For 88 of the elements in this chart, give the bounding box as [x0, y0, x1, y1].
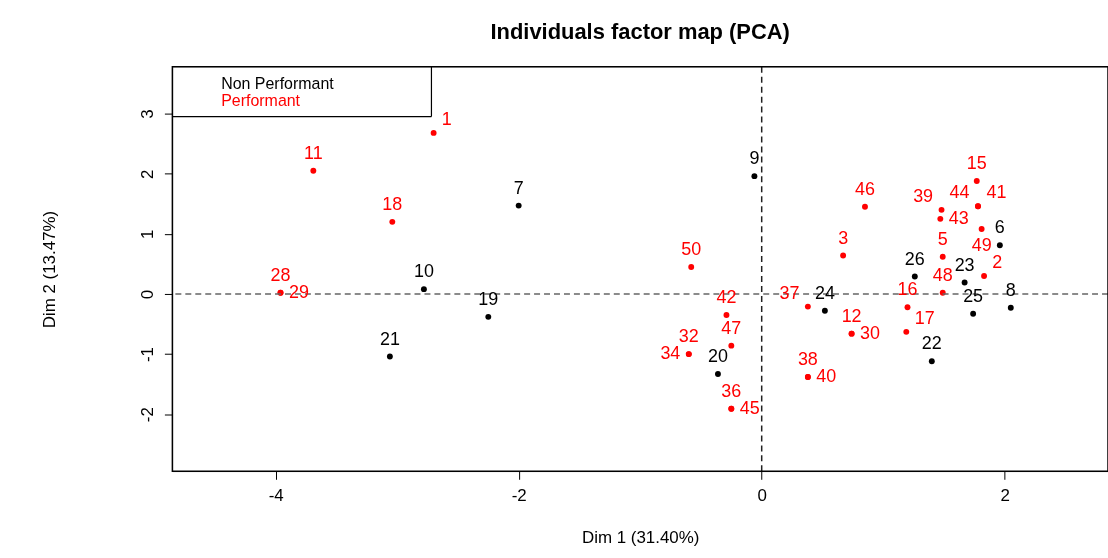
y-tick-label: -1 — [137, 347, 157, 363]
annotation: 38 — [797, 348, 818, 369]
point — [928, 358, 935, 365]
text: Non Performant — [221, 74, 335, 92]
point — [1007, 304, 1014, 311]
point — [310, 167, 317, 174]
point — [430, 129, 437, 136]
y-tick-label: -2 — [137, 407, 157, 423]
annotation: 36 — [721, 380, 742, 401]
point — [751, 173, 758, 180]
point — [728, 342, 735, 349]
annotation: 19 — [478, 288, 499, 309]
point — [723, 312, 730, 318]
point — [840, 252, 847, 259]
chart-title: Individuals factor map (PCA) — [490, 19, 790, 45]
annotation: 26 — [904, 248, 925, 269]
text: Performant — [221, 91, 301, 109]
point — [938, 206, 945, 213]
annotation: 45 — [739, 397, 760, 418]
point — [970, 310, 977, 317]
point — [515, 202, 522, 209]
x-tick-label: -4 — [268, 485, 284, 505]
point — [961, 279, 968, 286]
annotation: 47 — [721, 317, 742, 338]
point — [996, 242, 1003, 249]
point — [904, 304, 911, 311]
point — [862, 203, 868, 210]
point — [804, 303, 811, 310]
annotation: 12 — [841, 305, 862, 326]
y-axis-title: Dim 2 (13.47%) — [40, 210, 60, 329]
annotation: 28 — [270, 264, 291, 285]
annotation: 43 — [948, 207, 969, 228]
x-tick-label: 2 — [1000, 485, 1010, 505]
annotation: 11 — [304, 142, 323, 163]
point — [386, 353, 393, 360]
point — [911, 273, 918, 280]
y-tick-label: 3 — [137, 109, 157, 119]
annotation: 17 — [914, 307, 935, 328]
point — [939, 253, 946, 260]
annotation: 37 — [779, 282, 800, 303]
annotation: 41 — [986, 182, 1007, 203]
annotation: 22 — [921, 333, 942, 354]
annotation: 20 — [707, 345, 728, 366]
annotation: 8 — [1005, 279, 1016, 300]
annotation: 16 — [897, 279, 918, 300]
point — [485, 313, 492, 320]
x-axis-title: Dim 1 (31.40%) — [581, 527, 700, 547]
annotation: 44 — [949, 182, 970, 203]
point — [688, 263, 695, 270]
annotation: 24 — [814, 282, 835, 303]
annotation: 7 — [513, 177, 524, 198]
annotation: 32 — [678, 326, 699, 347]
annotation: 50 — [681, 238, 702, 259]
annotation: 25 — [963, 285, 984, 306]
annotation: 42 — [716, 287, 737, 308]
point — [978, 226, 985, 232]
annotation: 9 — [749, 148, 760, 169]
point — [937, 215, 944, 222]
y-tick-label: 2 — [137, 169, 157, 179]
point — [981, 273, 988, 279]
annotation: 29 — [288, 281, 309, 302]
annotation: 3 — [838, 227, 849, 248]
x-tick-label: -2 — [511, 485, 527, 505]
annotation: 34 — [660, 343, 681, 364]
annotation: 39 — [913, 185, 934, 206]
annotation: 5 — [937, 228, 948, 249]
y-tick-label: 0 — [137, 289, 157, 300]
y-tick-label: 1 — [137, 229, 157, 240]
point — [973, 178, 980, 184]
annotation: 30 — [860, 322, 881, 343]
x-tick-label: 0 — [757, 485, 767, 505]
annotation: 18 — [382, 193, 403, 214]
annotation: 49 — [971, 234, 992, 255]
annotation: 6 — [994, 217, 1005, 238]
annotation: 15 — [966, 153, 987, 174]
annotation: 10 — [413, 261, 434, 282]
annotation: 48 — [932, 264, 953, 285]
annotation: 2 — [992, 251, 1003, 272]
point — [903, 328, 910, 335]
point — [821, 307, 828, 314]
annotation: 21 — [379, 328, 400, 349]
annotation: 40 — [816, 365, 837, 386]
annotation: 46 — [855, 178, 875, 199]
point — [389, 218, 396, 225]
point — [715, 370, 721, 377]
point — [420, 286, 427, 293]
annotation: 23 — [954, 254, 975, 275]
annotation: 1 — [441, 108, 452, 129]
